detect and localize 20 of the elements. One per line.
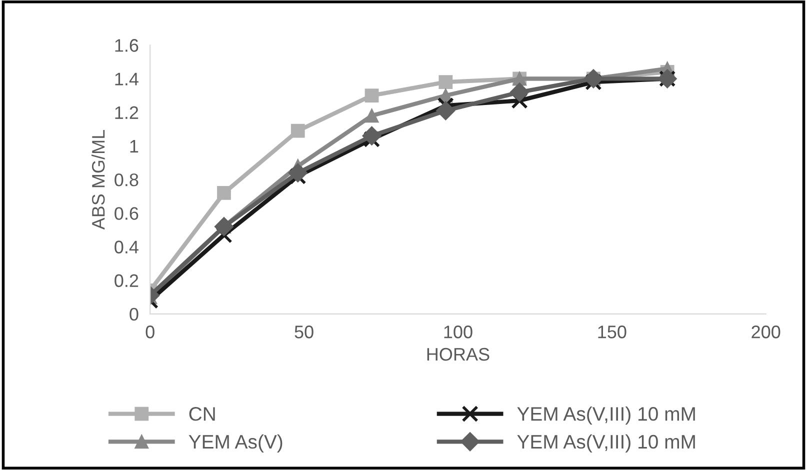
legend-label: YEM As(V) xyxy=(188,434,282,452)
y-tick-label: 1 xyxy=(130,140,138,152)
legend-label: CN xyxy=(189,407,215,421)
x-tick-label: 200 xyxy=(752,326,780,338)
y-tick-label: 0.6 xyxy=(114,207,138,220)
legend-label: YEM As(V,III) 10 mM xyxy=(517,434,695,452)
y-tick-label: 0.8 xyxy=(114,173,138,186)
y-tick-label: 0 xyxy=(130,308,138,321)
legend-label: YEM As(V,III) 10 mM xyxy=(517,406,695,425)
y-tick-label: 1.6 xyxy=(115,39,138,52)
y-axis-title: ABS MG/ML xyxy=(92,130,105,230)
x-tick-label: 100 xyxy=(444,326,472,338)
x-tick-label: 50 xyxy=(294,326,314,338)
x-tick-label: 150 xyxy=(598,326,626,338)
x-tick-label: 0 xyxy=(146,326,154,338)
y-tick-label: 0.4 xyxy=(114,240,138,254)
x-axis-title: HORAS xyxy=(427,348,490,361)
y-tick-label: 0.2 xyxy=(114,274,138,288)
y-tick-label: 1.4 xyxy=(115,72,138,86)
y-tick-label: 1.2 xyxy=(115,106,138,119)
